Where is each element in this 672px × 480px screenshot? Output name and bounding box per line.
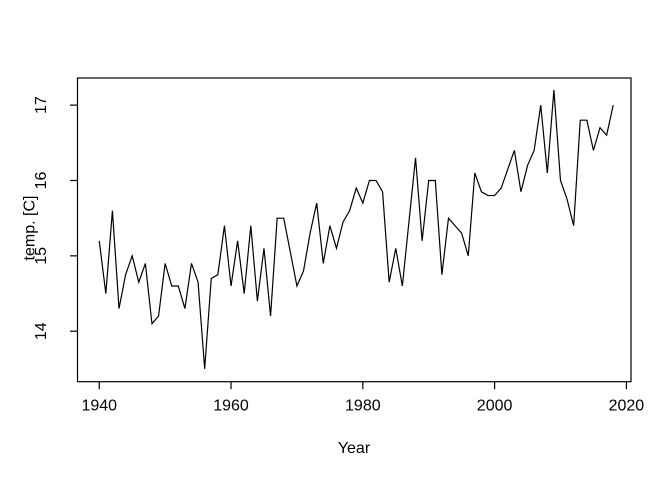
y-tick-label: 16 xyxy=(33,171,50,189)
data-series xyxy=(98,90,614,369)
x-axis-ticks: 1940 1960 1980 2000 2020 xyxy=(81,381,645,415)
x-tick-label: 1980 xyxy=(345,398,381,415)
temperature-line xyxy=(98,90,614,369)
y-tick-label: 15 xyxy=(33,247,50,265)
y-axis-ticks: 14 15 16 17 xyxy=(33,96,78,340)
x-tick-label: 2000 xyxy=(477,398,513,415)
x-tick-label: 1940 xyxy=(81,398,117,415)
y-tick-label: 17 xyxy=(33,96,50,114)
y-axis-label: temp. [C] xyxy=(22,196,39,261)
x-axis-label: Year xyxy=(338,440,371,457)
plot-box xyxy=(76,77,632,383)
y-tick-label: 14 xyxy=(33,322,50,340)
x-tick-label: 2020 xyxy=(609,398,645,415)
x-tick-label: 1960 xyxy=(213,398,249,415)
